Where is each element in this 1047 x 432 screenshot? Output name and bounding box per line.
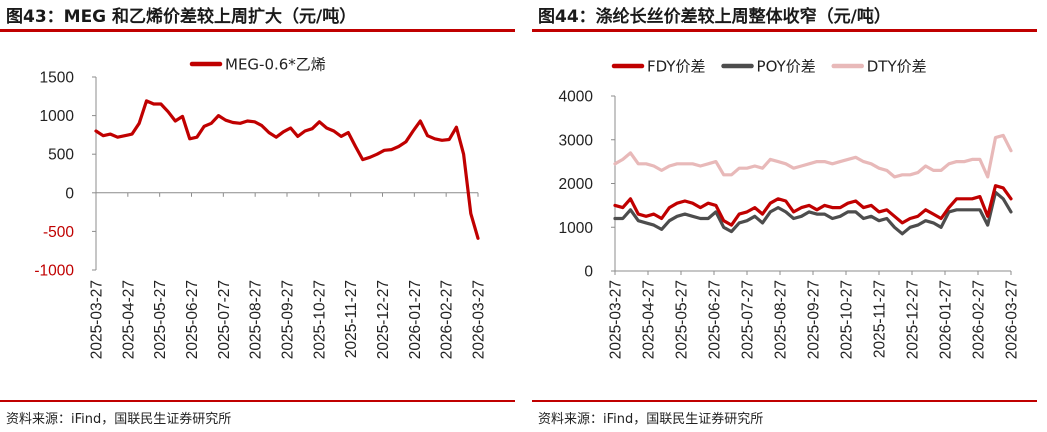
left-chart: 1500 1000 500 0 -500 -1000 2025-03-27 2025-04-2… [34, 56, 488, 360]
right-x-tick-label: 2025-05-27 [674, 280, 691, 359]
right-chart: 4000 3000 2000 1000 0 2025-03-27 2025-04-27 202… [559, 58, 1021, 360]
right-x-tick-label: 2026-02-27 [971, 280, 988, 359]
right-source-note: 资料来源：iFind，国联民生证券研究所 [538, 412, 764, 427]
right-legend-label-0: FDY价差 [647, 58, 706, 76]
right-x-tick-label: 2025-08-27 [773, 280, 790, 359]
right-x-tick-label: 2025-11-27 [872, 280, 889, 358]
left-series-line-0 [94, 99, 480, 240]
right-y-tick-label: 3000 [559, 132, 594, 149]
left-x-tick-label: 2025-11-27 [343, 280, 360, 358]
left-x-tick-label: 2025-05-27 [152, 280, 169, 359]
right-chart-panel: 图44：涤纶长丝价差较上周整体收窄（元/吨） 4000 3000 2000 1000 0… [532, 0, 1047, 432]
left-x-tick-label: 2025-10-27 [311, 280, 328, 359]
left-chart-panel: 图43：MEG 和乙烯价差较上周扩大（元/吨） 1500 1000 500 0 -500… [0, 0, 515, 432]
left-x-tick-label: 2026-03-27 [471, 280, 488, 359]
right-legend-label-2: DTY价差 [867, 58, 927, 76]
left-x-tick-label: 2025-03-27 [89, 280, 106, 359]
right-title-rule [532, 29, 1037, 32]
right-chart-title: 图44：涤纶长丝价差较上周整体收窄（元/吨） [538, 7, 891, 27]
right-x-tick-label: 2025-07-27 [740, 280, 757, 359]
right-x-tick-label: 2025-09-27 [806, 280, 823, 359]
right-x-tick-label: 2026-01-27 [938, 280, 955, 359]
right-x-tick-label: 2025-06-27 [707, 280, 724, 359]
left-x-tick-label: 2026-02-27 [439, 280, 456, 359]
left-legend-label-0: MEG-0.6*乙烯 [225, 56, 326, 74]
left-x-tick-label: 2025-08-27 [248, 280, 265, 359]
left-y-tick-label: -500 [43, 224, 74, 241]
left-x-tick-label: 2025-09-27 [280, 280, 297, 359]
right-y-tick-label: 4000 [559, 89, 594, 106]
left-x-tick-label: 2025-04-27 [120, 280, 137, 359]
left-x-tick-label: 2025-12-27 [375, 280, 392, 359]
left-chart-title: 图43：MEG 和乙烯价差较上周扩大（元/吨） [6, 7, 357, 27]
left-x-tick-label: 2026-01-27 [407, 280, 424, 359]
left-source-note: 资料来源：iFind，国联民生证券研究所 [6, 412, 232, 427]
right-x-tick-label: 2025-03-27 [608, 280, 625, 359]
left-y-tick-label: 0 [65, 185, 74, 202]
left-y-tick-label: 1500 [40, 70, 75, 87]
right-y-tick-label: 2000 [559, 176, 594, 193]
left-y-tick-label: -1000 [34, 263, 74, 280]
right-source-rule [532, 400, 1037, 402]
left-x-tick-label: 2025-07-27 [216, 280, 233, 359]
left-title-rule [0, 29, 515, 32]
left-x-tick-label: 2025-06-27 [184, 280, 201, 359]
left-y-tick-label: 1000 [40, 108, 75, 125]
right-series-line-1 [613, 190, 1013, 236]
right-legend-label-1: POY价差 [757, 58, 816, 76]
right-series-line-0 [613, 184, 1013, 227]
right-x-tick-label: 2025-12-27 [905, 280, 922, 359]
right-x-tick-label: 2025-10-27 [839, 280, 856, 359]
right-x-tick-label: 2026-03-27 [1004, 280, 1021, 359]
right-series-line-2 [613, 133, 1013, 179]
right-x-tick-label: 2025-04-27 [641, 280, 658, 359]
left-source-rule [0, 400, 515, 402]
right-y-tick-label: 1000 [559, 220, 594, 237]
left-y-tick-label: 500 [48, 147, 74, 164]
right-y-tick-label: 0 [584, 264, 593, 281]
